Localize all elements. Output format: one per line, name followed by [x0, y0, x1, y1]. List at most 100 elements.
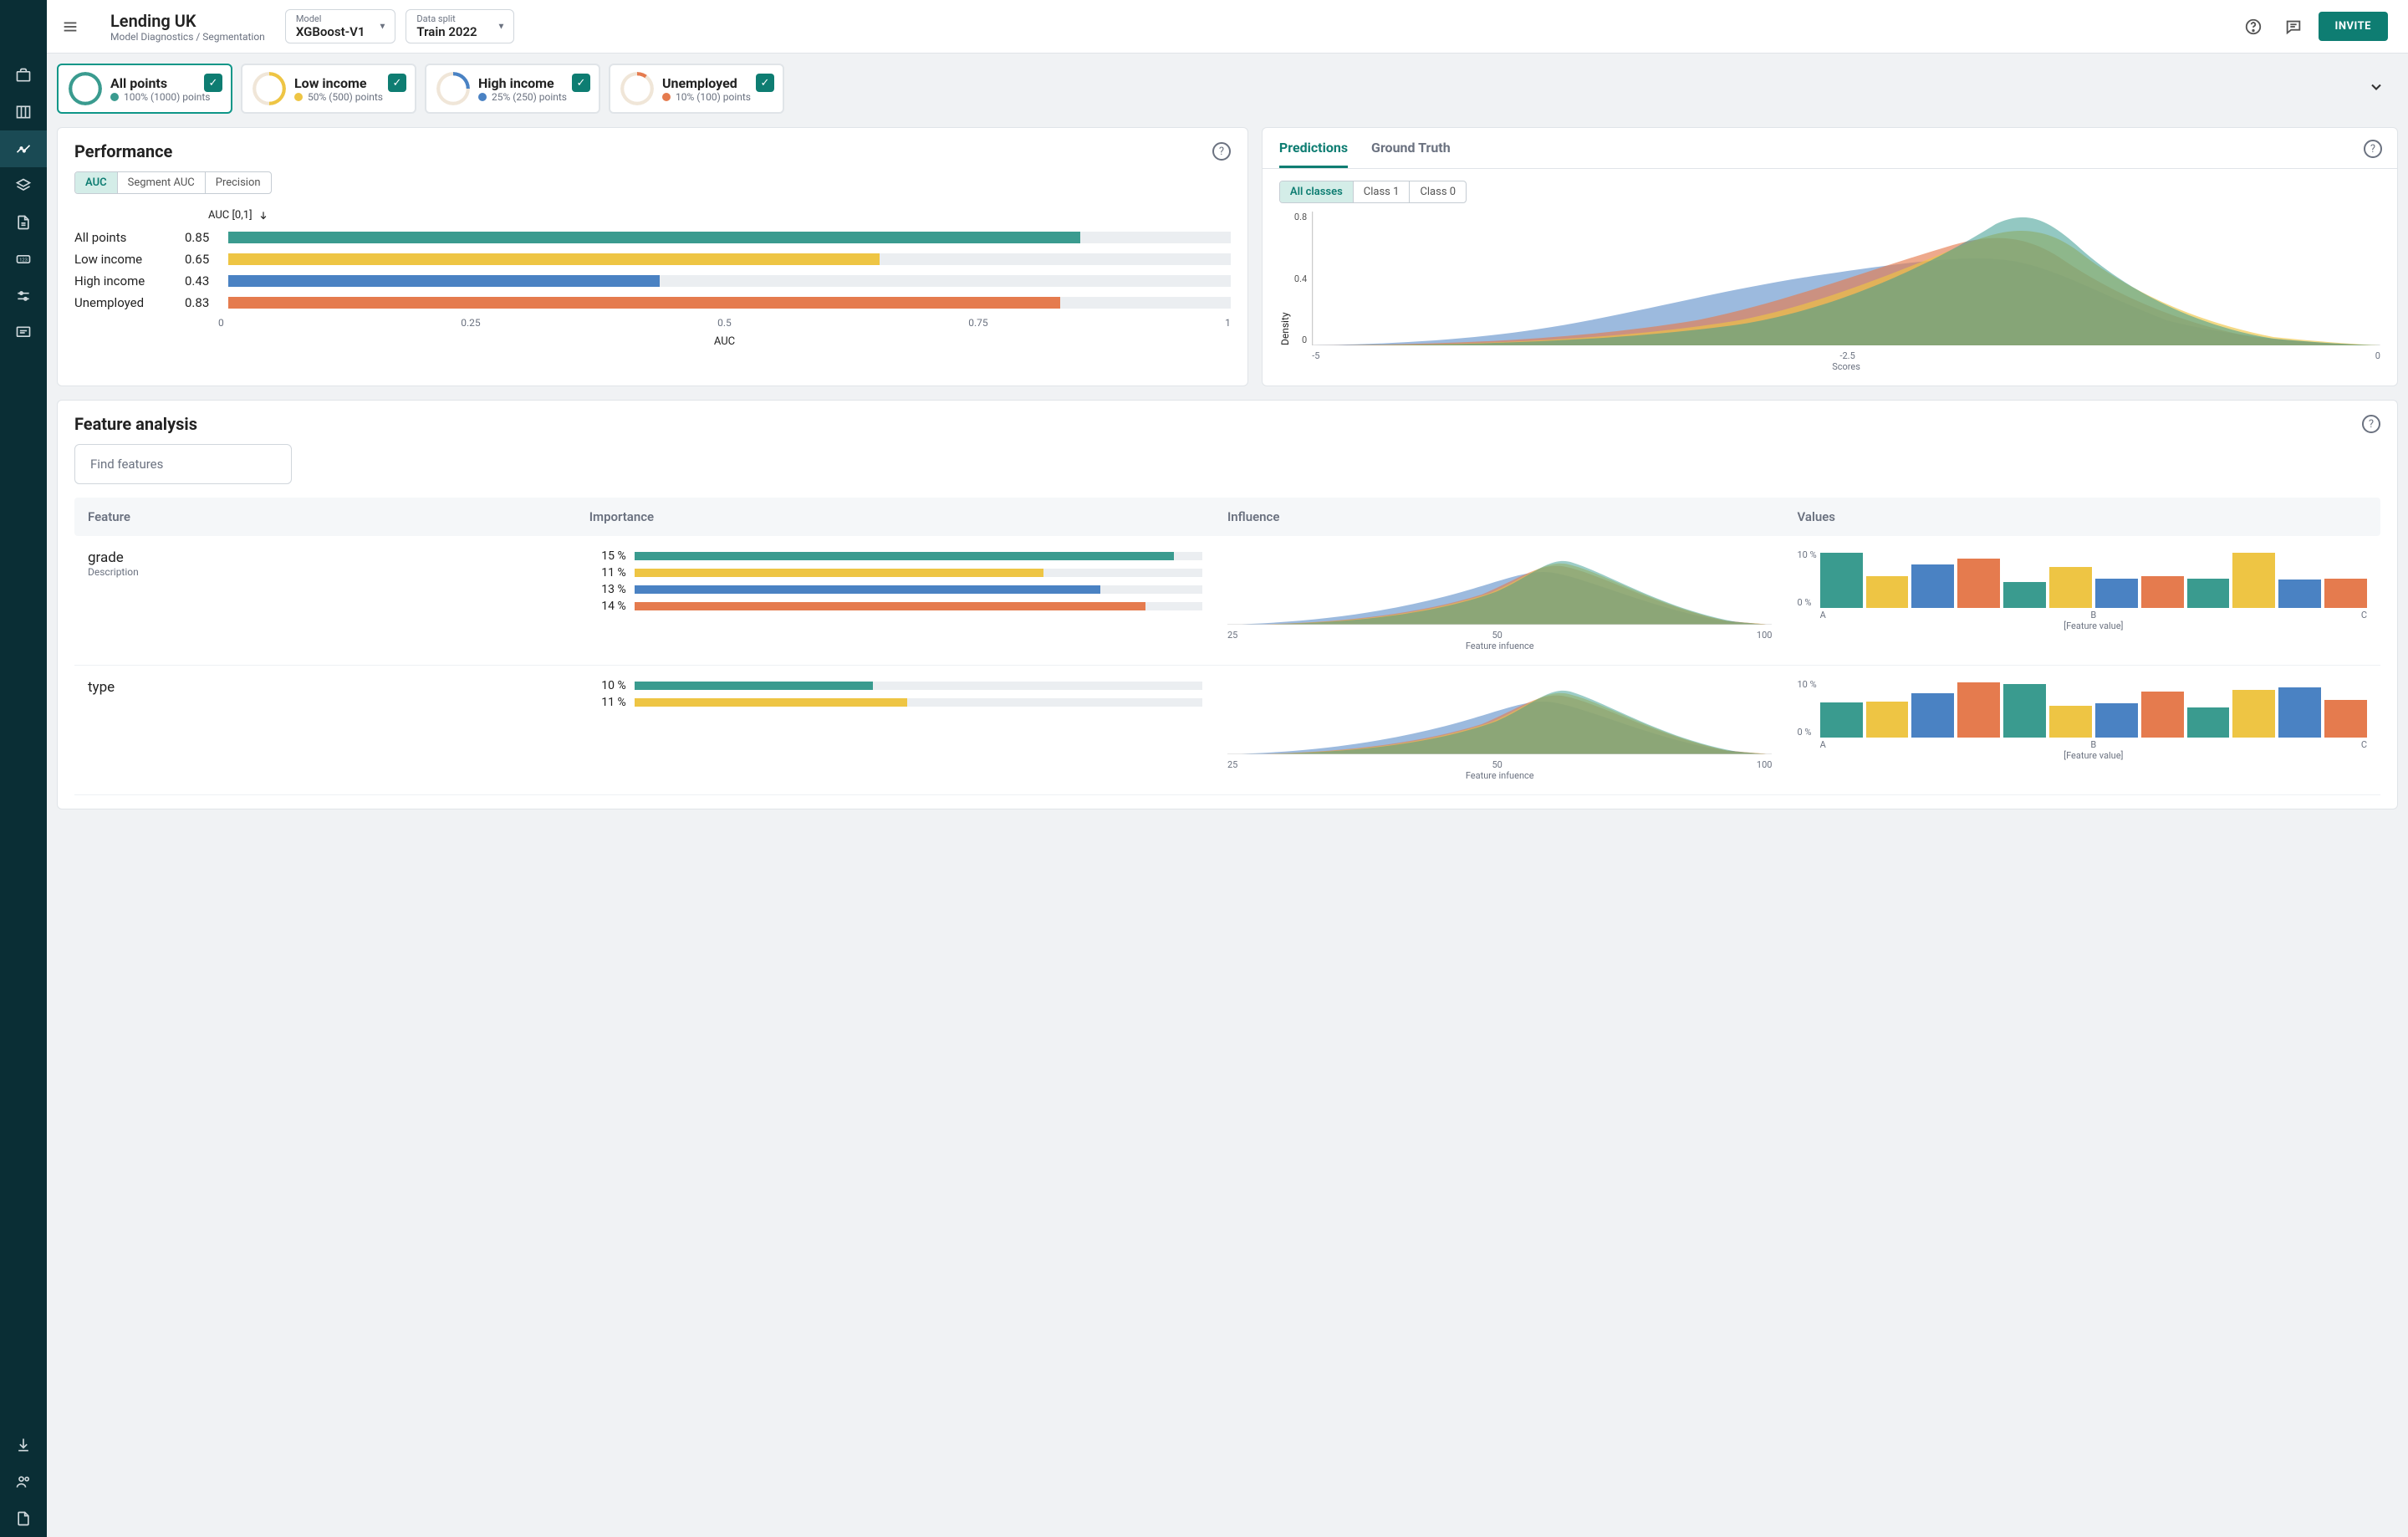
invite-button[interactable]: INVITE: [2319, 12, 2388, 41]
segment-ring-icon: [620, 72, 654, 105]
performance-panel: Performance ? AUCSegment AUCPrecision AU…: [57, 127, 1248, 386]
model-select[interactable]: Model XGBoost-V1 ▼: [285, 9, 396, 43]
performance-title: Performance: [74, 141, 172, 161]
importance-fill: [635, 602, 1145, 610]
segments-expand-chevron[interactable]: [2354, 79, 2398, 99]
menu-toggle[interactable]: [47, 18, 94, 36]
influence-xlabel: Feature infuence: [1227, 641, 1773, 651]
values-xticks: ABC: [1820, 610, 2367, 620]
segment-card[interactable]: High income 25% (250) points ✓: [425, 64, 600, 114]
density-ylabel: Density: [1279, 212, 1291, 345]
values-bar: [2141, 692, 2184, 738]
nav-layers[interactable]: [0, 167, 47, 204]
importance-track: [635, 569, 1202, 577]
values-bar: [2232, 553, 2275, 609]
importance-track: [635, 682, 1202, 690]
predictions-panel: PredictionsGround Truth ? All classesCla…: [1262, 127, 2398, 386]
segment-checkbox[interactable]: ✓: [204, 74, 222, 92]
importance-fill: [635, 585, 1100, 594]
auc-bar-row: All points 0.85: [74, 230, 1231, 245]
importance-value: 11 %: [589, 566, 626, 580]
predictions-help-icon[interactable]: ?: [2364, 140, 2382, 158]
segment-ring-icon: [69, 72, 102, 105]
auc-bar-fill: [228, 297, 1060, 309]
values-xlabel: [Feature value]: [1820, 750, 2367, 761]
segment-name: High income: [478, 75, 567, 91]
segment-card[interactable]: Low income 50% (500) points ✓: [241, 64, 416, 114]
auc-row-label: All points: [74, 230, 175, 245]
values-bar: [2187, 579, 2230, 608]
importance-fill: [635, 682, 873, 690]
comments-icon[interactable]: [2278, 12, 2309, 42]
sort-down-icon[interactable]: [258, 210, 269, 222]
class-pill[interactable]: Class 1: [1354, 181, 1411, 202]
nav-briefcase[interactable]: [0, 57, 47, 94]
segment-checkbox[interactable]: ✓: [388, 74, 406, 92]
nav-download[interactable]: [0, 1427, 47, 1463]
nav-columns[interactable]: [0, 94, 47, 130]
metric-pill[interactable]: Precision: [206, 172, 271, 193]
values-xticks: ABC: [1820, 739, 2367, 750]
auc-row-value: 0.65: [185, 252, 218, 267]
predictions-tab[interactable]: Predictions: [1279, 140, 1348, 168]
segment-name: Unemployed: [662, 75, 751, 91]
segment-checkbox[interactable]: ✓: [572, 74, 590, 92]
nav-sliders[interactable]: [0, 278, 47, 314]
segment-ring-icon: [253, 72, 286, 105]
col-influence: Influence: [1227, 509, 1798, 524]
values-bar: [1957, 559, 2000, 609]
xtick: 0: [2375, 350, 2380, 361]
values-bar: [1820, 702, 1863, 738]
importance-value: 15 %: [589, 549, 626, 563]
feature-name-cell: type: [88, 679, 589, 696]
split-select-value: Train 2022: [416, 24, 483, 39]
importance-cell: 15 % 11 % 13 % 14 %: [589, 549, 1227, 616]
top-bar: Lending UK Model Diagnostics / Segmentat…: [47, 0, 2408, 54]
values-bar: [2278, 687, 2321, 738]
feature-help-icon[interactable]: ?: [2362, 415, 2380, 433]
nav-trend[interactable]: [0, 130, 47, 167]
predictions-tab[interactable]: Ground Truth: [1371, 140, 1451, 168]
density-xlabel: Scores: [1312, 361, 2380, 372]
nav-monitor[interactable]: [0, 314, 47, 351]
help-icon[interactable]: [2238, 12, 2268, 42]
segment-name: All points: [110, 75, 210, 91]
auc-bar-fill: [228, 275, 660, 287]
segment-card[interactable]: All points 100% (1000) points ✓: [57, 64, 232, 114]
values-bar: [2141, 576, 2184, 609]
auc-chart: AUC [0,1] All points 0.85 Low income 0.6…: [74, 209, 1231, 348]
auc-bar-row: Unemployed 0.83: [74, 295, 1231, 310]
predictions-tabs: Predictions Ground Truth: [1263, 128, 2397, 169]
auc-row-label: High income: [74, 273, 175, 289]
nav-data[interactable]: 123: [0, 241, 47, 278]
segment-checkbox[interactable]: ✓: [756, 74, 774, 92]
class-pill[interactable]: All classes: [1280, 181, 1354, 202]
importance-value: 11 %: [589, 696, 626, 709]
split-select[interactable]: Data split Train 2022 ▼: [406, 9, 514, 43]
segment-dot-icon: [478, 93, 487, 101]
values-ylabels: 10 %0 %: [1797, 679, 1816, 738]
values-xlabel: [Feature value]: [1820, 620, 2367, 631]
values-ylabels: 10 %0 %: [1797, 549, 1816, 608]
importance-fill: [635, 552, 1174, 560]
segment-sub: 25% (250) points: [478, 91, 567, 103]
metric-pill[interactable]: AUC: [75, 172, 118, 193]
values-bar: [1866, 702, 1909, 738]
segment-name: Low income: [294, 75, 383, 91]
nav-users[interactable]: [0, 1463, 47, 1500]
metric-pill[interactable]: Segment AUC: [118, 172, 206, 193]
feature-row: type 10 % 11 % 2550100 Feature in: [74, 666, 2380, 795]
values-bar: [2003, 684, 2046, 738]
influence-xticks: 2550100: [1227, 759, 1773, 770]
caret-down-icon: ▼: [497, 22, 506, 31]
importance-value: 13 %: [589, 583, 626, 596]
values-cell: 10 %0 % ABC [Feature value]: [1797, 679, 2367, 761]
segment-card[interactable]: Unemployed 10% (100) points ✓: [609, 64, 784, 114]
class-pill[interactable]: Class 0: [1410, 181, 1466, 202]
nav-report[interactable]: [0, 1500, 47, 1537]
auc-row-label: Low income: [74, 252, 175, 267]
feature-search-input[interactable]: Find features: [74, 444, 292, 484]
nav-doc[interactable]: [0, 204, 47, 241]
performance-help-icon[interactable]: ?: [1212, 142, 1231, 161]
importance-bar-row: 14 %: [589, 600, 1202, 613]
